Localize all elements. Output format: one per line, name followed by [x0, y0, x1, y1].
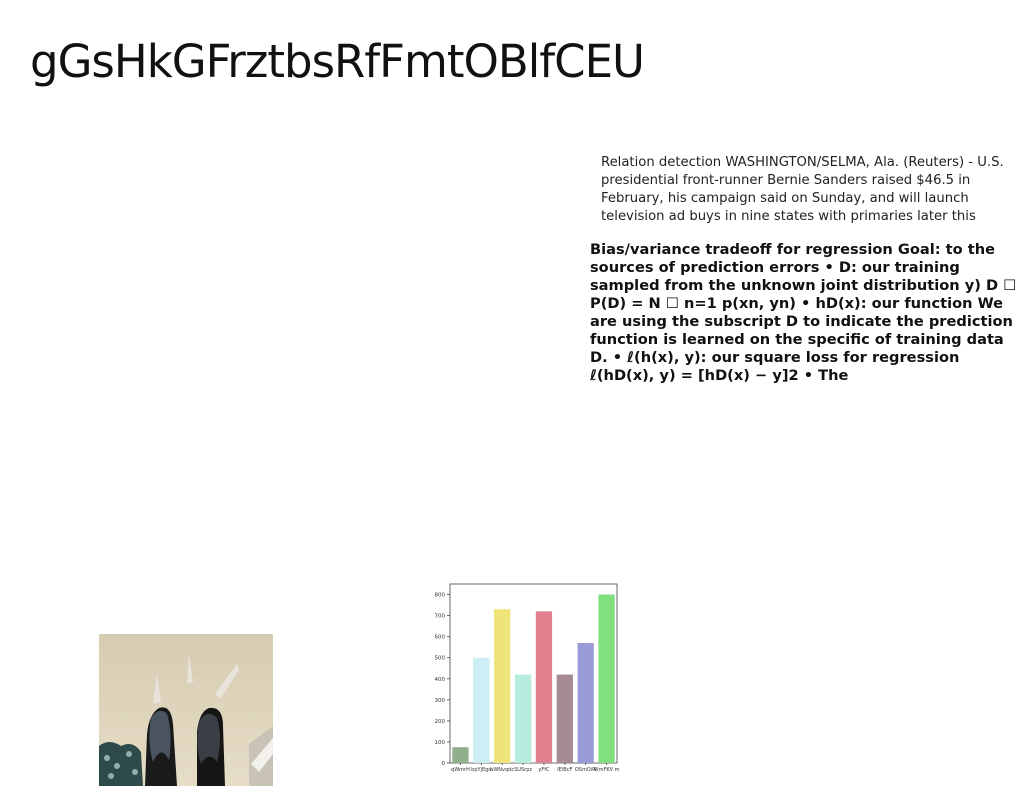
y-tick-label: 400 — [435, 677, 446, 683]
y-tick-label: 500 — [435, 656, 446, 662]
x-tick-label: WmFKV m — [594, 767, 620, 773]
y-tick-label: 800 — [435, 593, 446, 599]
x-tick-label: aWNvqdc — [490, 767, 514, 773]
x-tick-label: SUSrpz — [514, 767, 532, 773]
y-tick-label: 300 — [435, 698, 446, 704]
y-tick-label: 0 — [442, 761, 446, 767]
regression-paragraph: Bias/variance tradeoff for regression Go… — [590, 241, 1017, 384]
y-tick-label: 100 — [435, 740, 446, 746]
bar — [494, 609, 511, 763]
x-tick-label: yFfC — [538, 767, 550, 773]
x-tick-label: bpYjEgd — [471, 767, 491, 773]
x-tick-label: lEIBcF — [557, 767, 572, 773]
bar — [577, 642, 594, 763]
plot-frame — [449, 583, 618, 764]
bar — [556, 674, 573, 763]
bar — [514, 674, 532, 763]
photo-two-women-cheering — [99, 634, 273, 786]
page-title: gGsHkGFrztbsRfFmtOBlfCEU — [30, 35, 645, 88]
photo-illustration — [99, 634, 273, 786]
y-tick-label: 700 — [435, 614, 446, 620]
bar — [452, 747, 469, 763]
bar-chart: 0 100 200 300 400 500 600 700 800 qWmrH bpYjEgdaWN… — [435, 583, 620, 773]
y-tick-label: 200 — [435, 719, 446, 725]
x-tick-label: OSmOiPl — [575, 767, 597, 773]
news-paragraph: Relation detection WASHINGTON/SELMA, Ala… — [601, 155, 1004, 224]
y-tick-label: 600 — [435, 635, 446, 641]
bar — [473, 657, 490, 763]
x-tick-label: qWmrH — [451, 767, 470, 773]
bar — [598, 594, 615, 763]
bar — [535, 611, 553, 763]
